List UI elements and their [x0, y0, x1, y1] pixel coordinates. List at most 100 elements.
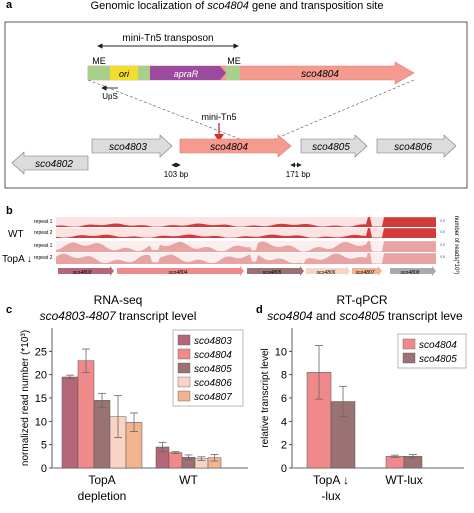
insertion-dash-right [257, 79, 415, 147]
y-tick-label: 25 [35, 346, 47, 358]
track-gene-sco4805-label: sco4805 [263, 270, 282, 276]
panel-d: d RT-qPCR sco4804 and sco4805 transcript… [256, 293, 467, 503]
panel-a-title: Genomic localization of sco4804 gene and… [91, 0, 384, 12]
track-gene-sco4803-label: sco4803 [73, 270, 92, 276]
track-gene-sco4806-label: sco4806 [317, 270, 336, 276]
coverage-scale-tick: 0.5 [440, 243, 445, 247]
coverage-scale-tick: 0.5 [440, 255, 445, 259]
chart-c: 0 5 10 15 20 25 normalized read number (*10³) T… [20, 328, 248, 503]
y-tick-label: 0 [281, 463, 287, 475]
panel-c-title-line2: sco4803-4807 transcript level [40, 309, 197, 323]
panel-a: a Genomic localization of sco4804 gene a… [4, 0, 468, 189]
group-label: TopA ↓ [313, 473, 349, 487]
insertion-label: mini-Tn5 [201, 112, 236, 122]
legend-swatch-sco4806 [177, 376, 191, 388]
panel-b: b WT TopA ↓ repeat 1 repeat 2 repeat 1 r… [2, 205, 459, 276]
y-axis-label: normalized read number (*10³) [20, 330, 31, 466]
me-left-segment [88, 66, 110, 80]
legend-label-sco4807: sco4807 [194, 392, 232, 403]
me-right-label: ME [227, 56, 241, 66]
track-gene-sco4807-label: sco4807 [356, 270, 375, 276]
y-tick-label: 20 [35, 370, 47, 382]
track-gene-sco4804 [117, 266, 244, 276]
bar-sco4803 [61, 376, 79, 469]
track-gene-sco4808 [390, 266, 436, 276]
legend-label-sco4805: sco4805 [194, 364, 232, 375]
legend-swatch-sco4804 [177, 348, 191, 360]
coverage-area [56, 241, 436, 252]
me-right-segment [226, 66, 240, 80]
group-label: WT [179, 473, 198, 487]
legend-swatch-sco4807 [177, 390, 191, 402]
insertion-dash-left [87, 79, 259, 147]
legend-label-sco4804: sco4804 [419, 340, 457, 351]
gene-sco4804-arrow [179, 134, 292, 158]
group-label: TopA [88, 473, 115, 487]
me-left-label: ME [92, 56, 106, 66]
apraR-label: apraR [174, 69, 199, 79]
wt-repeat1: repeat 1 [34, 219, 53, 225]
topa-label: TopA ↓ [2, 254, 32, 265]
y-axis-label: relative transcript level [260, 348, 271, 447]
legend-swatch-sco4805 [177, 362, 191, 374]
panel-c: c RNA-seq sco4803-4807 transcript level … [6, 293, 248, 503]
wt-repeat2: repeat 2 [34, 230, 53, 236]
reads-axis-label: number of reads(*10³) [453, 216, 459, 275]
gene-sco4805-arrow [300, 134, 368, 158]
coverage-scale-tick: 0.5 [440, 230, 445, 234]
y-tick-label: 0 [41, 463, 47, 475]
coverage-row-bg [56, 228, 436, 238]
ori-label: ori [119, 69, 130, 79]
gene-sco4804-label: sco4804 [210, 142, 248, 153]
gene-sco4806-arrow [376, 134, 457, 158]
chart-d: 0 2 4 6 8 10 relative transcript level TopA ↓ -l… [260, 328, 467, 503]
coverage-row-bg [56, 241, 436, 252]
track-gene-sco4805 [247, 266, 304, 276]
coverage-tracks: 0.5 0.5 0.5 0.5 [56, 217, 445, 264]
track-gene-sco4803 [58, 266, 114, 276]
apraR-segment [150, 66, 226, 80]
group-label: WT-lux [385, 473, 422, 487]
wt-label: WT [8, 229, 24, 240]
legend-label-sco4806: sco4806 [194, 378, 232, 389]
dist-right-label: 171 bp [286, 170, 311, 179]
legend-swatch-sco4804 [402, 338, 416, 350]
panel-b-letter: b [6, 205, 13, 217]
legend-swatch-sco4803 [177, 334, 191, 346]
bar-sco4804 [385, 456, 405, 469]
construct-gene-label: sco4804 [301, 69, 339, 80]
dist-left-label: 103 bp [164, 170, 189, 179]
y-tick-label: 2 [281, 440, 287, 452]
track-gene-sco4807 [352, 266, 382, 276]
gene-sco4802-arrow [11, 151, 89, 175]
spacer-segment [138, 66, 150, 80]
bar-sco4804 [168, 452, 183, 469]
insertion-arrowhead [214, 134, 224, 142]
coverage-row-bg [56, 217, 436, 227]
gene-sco4803-label: sco4803 [109, 142, 147, 153]
y-tick-label: 15 [35, 393, 47, 405]
gene-sco4805-label: sco4805 [312, 142, 350, 153]
track-gene-sco4806 [306, 266, 350, 276]
coverage-scale-tick: 0.5 [440, 219, 445, 223]
y-tick-label: 6 [281, 393, 287, 405]
topa-repeat1: repeat 1 [34, 243, 53, 249]
panel-d-title-line2: sco4804 and sco4805 transcript leve [267, 309, 463, 323]
y-tick-label: 10 [35, 416, 47, 428]
panel-a-frame [4, 21, 468, 189]
legend-label-sco4804: sco4804 [194, 350, 232, 361]
y-tick-label: 5 [41, 440, 47, 452]
gene-sco4802-label: sco4802 [35, 159, 73, 170]
legend-label-sco4805: sco4805 [419, 354, 457, 365]
bar-sco4804 [77, 360, 95, 469]
group-label: depletion [78, 489, 127, 503]
coverage-area [56, 217, 436, 227]
gene-sco4806-label: sco4806 [394, 142, 432, 153]
legend-label-sco4803: sco4803 [194, 336, 232, 347]
transposon-label: mini-Tn5 transposon [122, 33, 213, 44]
panel-d-title-line1: RT-qPCR [336, 293, 387, 307]
legend-swatch-sco4805 [402, 352, 416, 364]
ups-label: UpS [102, 92, 118, 101]
track-gene-sco4804-label: sco4804 [169, 270, 188, 276]
y-tick-label: 8 [281, 370, 287, 382]
